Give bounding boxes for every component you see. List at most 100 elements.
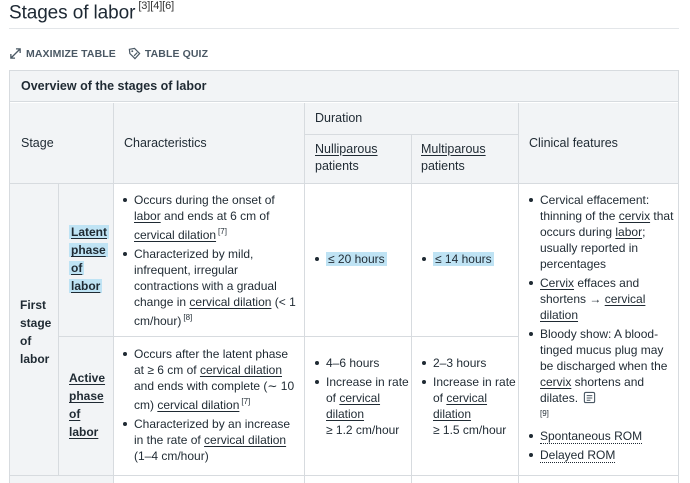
stage-word-2: stage	[20, 316, 52, 330]
cervical-dilation-link[interactable]: cervical dilation	[433, 391, 488, 421]
phase-divider	[58, 336, 518, 337]
latent-multiparous-duration: ≤ 14 hours	[419, 251, 494, 270]
stages-table: Overview of the stages of labor Stage Ch…	[9, 70, 679, 483]
reference[interactable]: [7]	[241, 397, 251, 406]
active-phase-label[interactable]: Active phase of labor	[69, 369, 105, 441]
cervical-dilation-link[interactable]: cervical dilation	[326, 391, 381, 421]
header-stage: Stage	[21, 136, 54, 150]
multiparous-suffix: patients	[421, 159, 465, 173]
spontaneous-rom-link[interactable]: Spontaneous ROM	[540, 429, 643, 444]
note-icon[interactable]	[583, 391, 596, 404]
duration-value: ≤ 14 hours	[433, 252, 494, 266]
active-multiparous-duration: 2–3 hours Increase in rate of cervical d…	[419, 355, 517, 441]
heading-divider	[9, 28, 679, 29]
cervix-link[interactable]: Cervix	[540, 276, 575, 290]
active-label-bg	[59, 337, 113, 475]
text: (1–4 cm/hour)	[134, 449, 209, 463]
cervix-link[interactable]: cervix	[618, 209, 651, 223]
cervix-link[interactable]: cervix	[540, 375, 572, 389]
cervical-dilation-link[interactable]: cervical dilation	[189, 295, 272, 309]
labor-link[interactable]: labor	[134, 209, 161, 223]
first-stage-label: First stage of labor	[20, 296, 51, 368]
row-bottom-line	[10, 475, 678, 476]
stage-word-3: of	[20, 334, 32, 348]
stage-subdivider	[58, 183, 59, 475]
clinical-feature-5: Delayed ROM	[526, 447, 676, 463]
text: Occurs after the latent phase at ≥ 6 cm …	[134, 347, 289, 377]
table-header-row	[10, 103, 678, 183]
clinical-feature-4: Spontaneous ROM	[526, 428, 676, 444]
active-word-1: Active	[69, 371, 106, 385]
stage-cell-bg	[10, 184, 58, 475]
text: Cervical effacement: thinning of the	[540, 193, 650, 223]
text: that occurs during	[540, 209, 674, 239]
text: Bloody show: A blood-tinged mucus plug m…	[540, 327, 668, 373]
cervical-dilation-link[interactable]: cervical dilation	[134, 228, 217, 242]
header-multiparous: Multiparous patients	[421, 141, 486, 175]
latent-word-2: phase	[69, 243, 108, 257]
reference[interactable]: [7]	[218, 227, 227, 236]
col-divider-4	[518, 103, 519, 483]
active-char-2: Characterized by an increase in the rate…	[120, 416, 300, 464]
clinical-feature-3: Bloody show: A blood-tinged mucus plug m…	[526, 326, 676, 425]
title-references[interactable]: [3][4][6]	[138, 0, 175, 12]
col-divider-2	[304, 103, 305, 483]
header-duration: Duration	[315, 111, 363, 125]
text: shortens and dilates.	[540, 375, 645, 405]
latent-phase-label[interactable]: Latent phase of labor	[69, 223, 109, 295]
text: ≥ 1.5 cm/hour	[433, 423, 507, 437]
latent-word-1: Latent	[69, 225, 109, 239]
delayed-rom-link[interactable]: Delayed ROM	[540, 448, 616, 463]
text: Increase in rate of	[326, 375, 409, 405]
table-quiz-label: TABLE QUIZ	[144, 47, 209, 60]
active-multi-time: 2–3 hours	[419, 355, 517, 371]
latent-multi-item: ≤ 14 hours	[419, 251, 494, 267]
table-actions: MAXIMIZE TABLE TABLE QUIZ	[9, 47, 208, 60]
text: Increase in rate of	[433, 375, 516, 405]
text: (< 1 cm/hour)	[134, 295, 296, 328]
active-nulli-time: 4–6 hours	[312, 355, 410, 371]
active-nulli-rate: Increase in rate of cervical dilation ≥ 1…	[312, 374, 410, 438]
text: and ends at 6 cm of	[160, 209, 270, 223]
labor-link[interactable]: labor	[615, 225, 643, 239]
latent-nulliparous-duration: ≤ 20 hours	[312, 251, 387, 270]
nulliparous-suffix: patients	[315, 159, 359, 173]
multiparous-link[interactable]: Multiparous	[421, 142, 486, 156]
latent-char-2: Characterized by mild, infrequent, irreg…	[120, 246, 300, 329]
latent-word-3: of	[69, 261, 85, 275]
clinical-features: Cervical effacement: thinning of the cer…	[526, 192, 676, 466]
cervical-dilation-link[interactable]: cervical dilation	[199, 363, 282, 377]
header-bottom-line	[10, 183, 678, 184]
quiz-tag-icon	[128, 47, 141, 60]
col-divider-3	[411, 134, 412, 483]
stage-word-4: labor	[20, 352, 50, 366]
table-quiz-button[interactable]: TABLE QUIZ	[128, 47, 208, 60]
text: and ends with complete (∼ 10 cm)	[134, 379, 295, 412]
nulliparous-link[interactable]: Nulliparous	[315, 142, 378, 156]
next-row-stage-bg	[10, 476, 113, 483]
page-title: Stages of labor [3][4][6]	[9, 0, 175, 24]
text: ; usually reported in percentages	[540, 225, 646, 271]
text: effaces and shortens →	[540, 276, 640, 306]
cervical-dilation-link[interactable]: cervical dilation	[157, 398, 240, 412]
header-clinical-features: Clinical features	[529, 136, 618, 150]
header-nulliparous: Nulliparous patients	[315, 141, 378, 175]
latent-char-1: Occurs during the onset of labor and end…	[120, 192, 300, 243]
clinical-feature-1: Cervical effacement: thinning of the cer…	[526, 192, 676, 272]
active-multi-rate: Increase in rate of cervical dilation ≥ 1…	[419, 374, 517, 438]
active-characteristics: Occurs after the latent phase at ≥ 6 cm …	[120, 346, 300, 467]
latent-characteristics: Occurs during the onset of labor and end…	[120, 192, 300, 332]
active-word-2: phase	[69, 389, 104, 403]
reference[interactable]: [8]	[183, 313, 193, 322]
expand-arrows-icon	[10, 48, 21, 59]
cervical-dilation-link[interactable]: cervical dilation	[540, 292, 646, 322]
active-nulliparous-duration: 4–6 hours Increase in rate of cervical d…	[312, 355, 410, 441]
latent-label-bg	[59, 184, 113, 336]
stage-word-1: First	[20, 298, 47, 312]
latent-nulli-item: ≤ 20 hours	[312, 251, 387, 267]
active-word-3: of	[69, 407, 81, 421]
cervical-dilation-link[interactable]: cervical dilation	[204, 433, 287, 447]
text: Occurs during the onset of	[134, 193, 275, 207]
maximize-table-button[interactable]: MAXIMIZE TABLE	[9, 47, 116, 60]
reference[interactable]: [9]	[540, 409, 549, 418]
